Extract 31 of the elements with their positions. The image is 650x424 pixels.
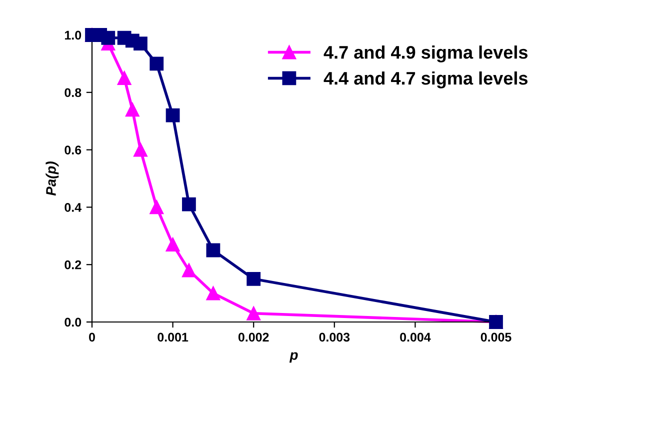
y-tick-label: 1.0 [64, 30, 82, 40]
point [117, 71, 132, 85]
legend-label: 4.7 and 4.9 sigma levels [324, 46, 528, 62]
x-tick-label: 0.002 [238, 332, 269, 342]
x-tick-label: 0.004 [400, 332, 431, 342]
point [206, 243, 220, 258]
point [182, 263, 196, 278]
point [182, 197, 196, 212]
point [101, 30, 116, 45]
point [246, 306, 261, 320]
point [166, 108, 180, 122]
point [206, 286, 220, 300]
y-tick-label: 0.4 [64, 203, 82, 212]
x-tick-label: 0.003 [319, 332, 350, 342]
point [166, 238, 180, 252]
y-tick-label: 0.8 [64, 88, 82, 98]
point [125, 102, 140, 117]
legend-label: 4.4 and 4.7 sigma levels [324, 71, 528, 88]
x-axis-title: p [289, 352, 298, 363]
y-tick-label: 0.6 [64, 146, 82, 154]
x-tick-label: 0.005 [480, 332, 512, 342]
point [246, 272, 261, 286]
x-tick-label: 0.001 [158, 332, 188, 342]
y-axis-title: Pa(p) [46, 162, 59, 196]
y-tick-label: 0.2 [64, 260, 82, 270]
y-tick-label: 0.0 [64, 318, 82, 327]
point [150, 56, 164, 71]
point [134, 36, 148, 51]
x-tick-label: 0 [89, 332, 95, 342]
point [134, 142, 148, 157]
point [150, 200, 164, 214]
